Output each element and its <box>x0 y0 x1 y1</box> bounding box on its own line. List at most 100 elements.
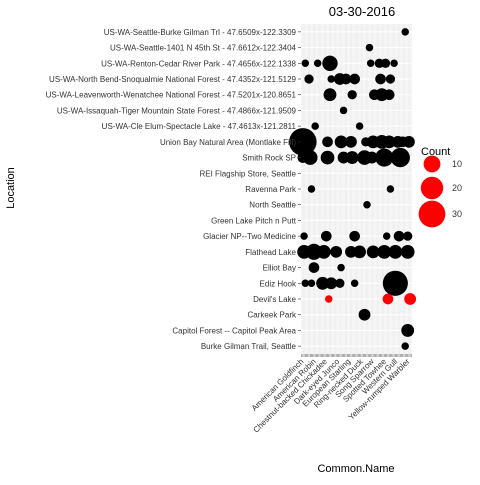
y-tick-label: Ediz Hook <box>260 279 297 288</box>
data-point <box>366 59 375 68</box>
y-tick-labels: US-WA-Seattle-Burke Gilman Trl - 47.6509… <box>46 28 301 351</box>
data-point <box>349 73 360 85</box>
y-tick-label: US-WA-Cle Elum-Spectacle Lake - 47.4613x… <box>102 122 297 131</box>
data-point <box>308 262 320 273</box>
legend: Count 10 20 30 <box>418 146 462 228</box>
data-point <box>345 135 357 148</box>
data-point <box>320 230 332 242</box>
y-tick-label: Devil's Lake <box>253 295 296 304</box>
x-axis-title: Common.Name <box>317 463 394 475</box>
data-point <box>340 73 352 85</box>
points-layer <box>289 28 417 350</box>
chart-title: 03-30-2016 <box>329 4 396 19</box>
data-point <box>403 135 415 148</box>
y-tick-label: Green Lake Pitch n Putt <box>211 216 297 225</box>
y-tick-label: Capitol Forest -- Capitol Peak Area <box>172 326 296 335</box>
data-point <box>316 244 331 259</box>
data-point <box>330 245 343 258</box>
data-point <box>347 90 357 100</box>
data-point <box>358 308 371 321</box>
data-point <box>386 185 395 193</box>
data-point <box>390 59 398 68</box>
data-point <box>377 244 392 259</box>
data-point <box>404 293 417 305</box>
legend-key <box>420 176 444 200</box>
data-point <box>300 232 308 240</box>
legend-title: Count <box>421 146 450 158</box>
data-point <box>382 232 391 240</box>
data-point <box>382 270 408 296</box>
data-point <box>400 244 415 259</box>
y-tick-label: Glacier NP--Two Medicine <box>203 232 296 241</box>
data-point <box>375 148 394 167</box>
data-point <box>311 122 319 130</box>
data-point <box>401 28 409 36</box>
data-point <box>366 245 380 259</box>
data-point <box>335 278 345 288</box>
data-point <box>375 73 386 85</box>
data-point <box>305 243 323 260</box>
y-tick-label: Ravenna Park <box>245 185 297 194</box>
data-point <box>350 279 359 288</box>
legend-key <box>418 200 446 228</box>
legend-label: 20 <box>452 183 462 193</box>
y-tick-label: US-WA-Leavenworth-Wenatchee National For… <box>46 91 297 100</box>
data-point <box>349 230 360 242</box>
data-point <box>388 244 403 259</box>
data-point <box>353 245 366 259</box>
y-tick-label: US-WA-North Bend-Snoqualmie National For… <box>49 75 296 84</box>
y-tick-label: US-WA-Renton-Cedar River Park - 47.4656x… <box>101 59 296 68</box>
y-tick-label: US-WA-Seattle-1401 N 45th St - 47.6612x-… <box>110 44 297 53</box>
y-tick-label: REI Flagship Store, Seattle <box>200 169 297 178</box>
data-point <box>401 342 409 350</box>
y-tick-label: US-WA-Seattle-Burke Gilman Trl - 47.6509… <box>104 28 297 37</box>
data-point <box>355 122 364 130</box>
data-point <box>390 147 410 168</box>
data-point <box>313 59 322 68</box>
y-tick-label: Flathead Lake <box>245 248 296 257</box>
data-point <box>301 279 310 288</box>
data-point <box>345 151 359 164</box>
data-point <box>302 150 318 165</box>
y-tick-label: Smith Rock SP <box>242 154 296 163</box>
data-point <box>383 89 395 101</box>
data-point <box>393 230 405 242</box>
y-tick-label: Union Bay Natural Area (Montlake Fill) <box>160 138 296 147</box>
data-point <box>320 150 335 165</box>
data-point <box>304 74 314 84</box>
data-point <box>385 74 396 84</box>
data-point <box>339 106 348 115</box>
data-point <box>401 324 415 337</box>
data-point <box>403 231 413 241</box>
y-tick-label: Carkeek Park <box>248 311 297 320</box>
data-point <box>289 128 317 156</box>
data-point <box>363 200 371 209</box>
data-point <box>366 151 378 164</box>
y-axis-title: Location <box>5 167 17 209</box>
plot-panel <box>301 24 412 354</box>
data-point <box>382 135 396 149</box>
y-tick-label: US-WA-Issaquah-Tiger Mountain State Fore… <box>57 106 297 115</box>
data-point <box>334 135 348 149</box>
legend-label: 30 <box>452 209 462 219</box>
y-tick-label: Elliot Bay <box>263 264 296 273</box>
data-point <box>323 88 337 102</box>
data-point <box>307 279 316 288</box>
legend-key <box>423 155 441 173</box>
data-point <box>325 277 338 290</box>
data-point <box>301 59 310 68</box>
legend-label: 10 <box>452 159 462 169</box>
data-point <box>382 293 394 305</box>
data-point <box>316 276 329 290</box>
data-point <box>337 263 345 272</box>
data-point <box>325 295 333 303</box>
data-point <box>365 43 374 52</box>
data-point <box>307 185 316 193</box>
data-point <box>327 75 335 83</box>
y-tick-label: Burke Gilman Trail, Seattle <box>201 342 297 351</box>
y-tick-label: North Seattle <box>249 201 296 210</box>
data-point <box>322 136 333 148</box>
